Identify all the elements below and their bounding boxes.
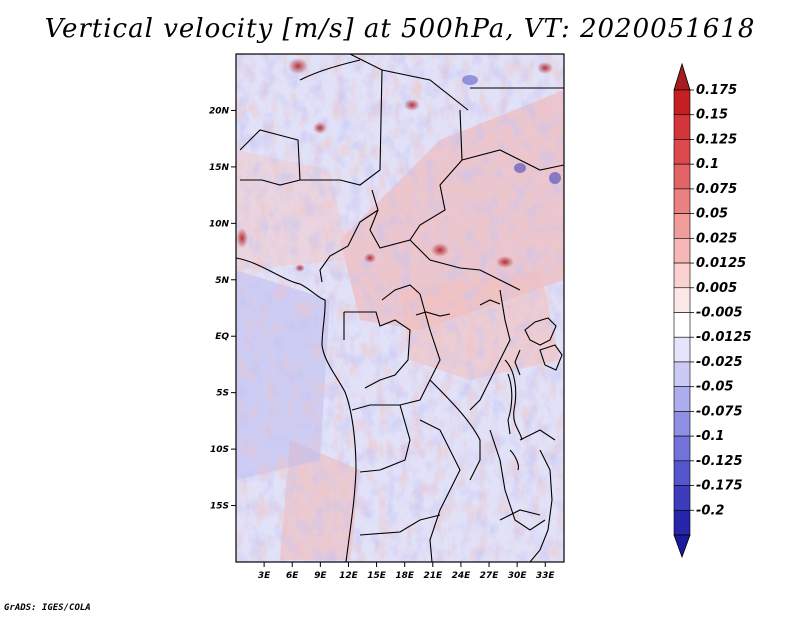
colorbar-swatch xyxy=(673,262,691,289)
lon-tick-label: 6E xyxy=(286,571,299,581)
lon-tick-label: 33E xyxy=(536,571,556,581)
lat-tick-label: 10N xyxy=(209,219,230,229)
colorbar-swatch xyxy=(673,386,691,412)
colorbar-label: 0.05 xyxy=(696,207,728,222)
colorbar-swatch xyxy=(673,435,691,462)
longitude-axis: 3E 6E 9E 12E 15E 18E 21E 24E 27E 30E 33E xyxy=(258,562,556,581)
colorbar-label: 0.025 xyxy=(696,231,737,246)
colorbar-label: -0.1 xyxy=(696,429,724,444)
lat-tick-label: EQ xyxy=(215,332,229,342)
lat-tick-label: 20N xyxy=(209,106,230,116)
colorbar-swatch xyxy=(673,238,691,264)
latitude-axis: 20N 15N 10N 5N EQ 5S 10S 15S xyxy=(209,106,236,512)
lon-tick-label: 15E xyxy=(367,571,387,581)
map-title: Vertical velocity [m/s] at 500hPa, VT: 2… xyxy=(44,14,756,44)
lat-tick-label: 10S xyxy=(210,445,229,455)
colorbar: 0.175 0.15 0.125 0.1 0.075 0.05 0.025 0.0125 0.0… xyxy=(673,62,752,559)
velocity-field xyxy=(236,54,564,562)
lon-tick-label: 18E xyxy=(395,571,415,581)
colorbar-label: 0.075 xyxy=(696,182,737,197)
lat-tick-label: 15S xyxy=(210,502,229,512)
colorbar-label: -0.2 xyxy=(696,503,724,518)
colorbar-label: -0.05 xyxy=(696,380,733,395)
map-frame xyxy=(235,53,565,563)
colorbar-label: -0.005 xyxy=(696,306,743,321)
colorbar-label: -0.0125 xyxy=(696,330,752,345)
colorbar-swatch xyxy=(673,89,691,116)
lat-tick-label: 5N xyxy=(215,276,229,286)
lon-tick-label: 27E xyxy=(480,571,500,581)
colorbar-swatch xyxy=(673,287,691,313)
colorbar-label: 0.175 xyxy=(696,83,737,98)
colorbar-label: 0.005 xyxy=(696,281,737,296)
colorbar-label: -0.075 xyxy=(696,404,743,419)
lon-tick-label: 24E xyxy=(452,571,472,581)
colorbar-swatch xyxy=(673,188,691,214)
colorbar-swatch xyxy=(673,361,691,387)
lon-tick-label: 12E xyxy=(339,571,359,581)
colorbar-swatch xyxy=(673,163,691,190)
credit-text: GrADS: IGES/COLA xyxy=(4,603,91,613)
colorbar-label: -0.025 xyxy=(696,355,743,370)
colorbar-swatch xyxy=(673,114,691,140)
colorbar-label: 0.0125 xyxy=(696,256,746,271)
colorbar-swatch xyxy=(673,509,691,536)
colorbar-label: -0.125 xyxy=(696,454,743,469)
colorbar-swatch xyxy=(673,312,691,338)
lon-tick-label: 30E xyxy=(508,571,528,581)
colorbar-swatch xyxy=(673,460,691,486)
colorbar-label: 0.125 xyxy=(696,132,737,147)
lon-tick-label: 21E xyxy=(423,571,443,581)
colorbar-label: -0.175 xyxy=(696,479,743,494)
coastlines-and-borders xyxy=(236,54,564,562)
colorbar-swatch xyxy=(673,336,691,363)
colorbar-swatch xyxy=(673,411,691,437)
lat-tick-label: 15N xyxy=(209,163,230,173)
lon-tick-label: 9E xyxy=(314,571,327,581)
colorbar-label: 0.15 xyxy=(696,108,728,123)
colorbar-swatch xyxy=(673,213,691,239)
colorbar-label: 0.1 xyxy=(696,157,719,172)
colorbar-max-arrow xyxy=(673,62,691,91)
lat-tick-label: 5S xyxy=(216,389,229,399)
colorbar-swatch xyxy=(673,139,691,165)
colorbar-min-arrow xyxy=(673,534,691,559)
colorbar-swatch xyxy=(673,485,691,511)
lon-tick-label: 3E xyxy=(258,571,271,581)
